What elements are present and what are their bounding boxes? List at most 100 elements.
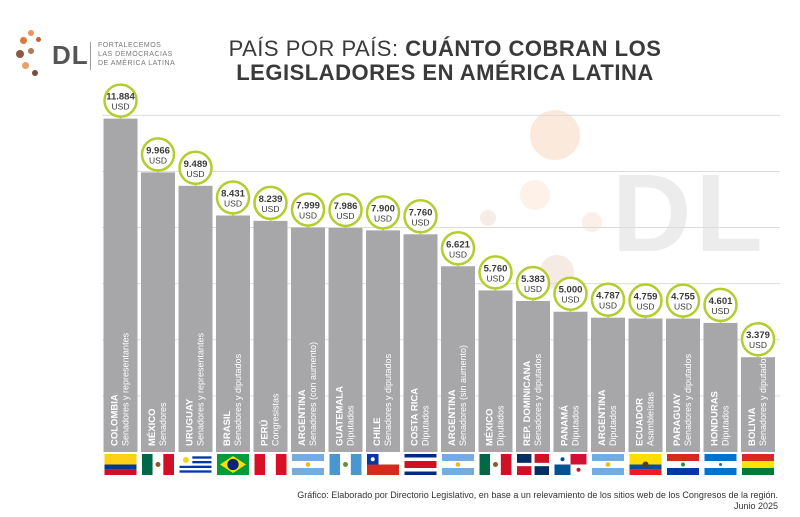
- bar: [441, 266, 475, 452]
- flag-stripe: [534, 454, 549, 463]
- logo-tagline-1: FORTALECEMOS: [98, 42, 162, 49]
- bar-country-label: ARGENTINA: [297, 389, 308, 446]
- value-label: 11.884: [106, 92, 135, 103]
- flag-stripe: [292, 454, 324, 461]
- value-unit: USD: [599, 301, 617, 311]
- bar-chamber-label: Senadores y diputados: [533, 353, 543, 446]
- flag-stripe: [667, 454, 699, 461]
- bar: [703, 322, 738, 452]
- bar: [591, 317, 625, 452]
- value-label: 5.760: [484, 263, 508, 274]
- bar: [741, 357, 775, 452]
- value-unit: USD: [299, 211, 317, 221]
- value-unit: USD: [112, 102, 130, 112]
- argentina-flag-icon: [442, 454, 474, 475]
- bar: [253, 220, 288, 452]
- flag-emblem: [681, 462, 685, 467]
- flag-emblem: [719, 463, 722, 466]
- flag-stripe: [404, 461, 437, 468]
- flag-stripe: [329, 454, 341, 475]
- value-unit: USD: [224, 198, 242, 208]
- value-unit: USD: [262, 204, 280, 214]
- bar-chamber-label: Senadores: [158, 402, 168, 446]
- bar-country-label: REP. DOMINICANA: [522, 361, 533, 446]
- costarica-flag-icon: [404, 454, 437, 475]
- bar-chamber-label: Diputados: [421, 405, 431, 446]
- colombia-flag-icon: [104, 454, 137, 475]
- bar: [478, 290, 513, 452]
- value-label: 4.601: [709, 296, 733, 307]
- value-callout: [553, 276, 588, 311]
- bar-chamber-label: Senadores y diputados: [683, 353, 693, 446]
- flag-stripe: [104, 454, 137, 465]
- value-callout: [290, 192, 326, 227]
- value-unit: USD: [749, 340, 767, 350]
- bar-country-label: MÉXICO: [147, 409, 158, 446]
- bar-chamber-label: Senadores y representantes: [121, 332, 131, 446]
- bar-country-label: PERÚ: [259, 419, 271, 446]
- flag-stripe: [742, 468, 774, 475]
- flag-stripe: [179, 470, 212, 473]
- background-dot: [480, 210, 496, 226]
- flag-stripe: [292, 468, 324, 475]
- logo-dot: [20, 37, 27, 44]
- bar: [403, 234, 438, 452]
- flag-emblem: [227, 458, 239, 471]
- flag-emblem: [605, 462, 611, 467]
- bar: [666, 318, 700, 452]
- flag-stripe: [179, 461, 212, 464]
- logo-dot: [28, 48, 34, 54]
- bar-country-label: ARGENTINA: [597, 389, 608, 446]
- flag-stripe: [142, 454, 153, 475]
- flag-stripe: [517, 454, 532, 463]
- bar: [628, 318, 663, 452]
- value-callout: [215, 180, 251, 215]
- bar-country-label: BOLIVIA: [747, 407, 758, 446]
- bar-country-label: MÉXICO: [485, 409, 496, 446]
- ecuador-flag-icon: [629, 454, 662, 475]
- value-label: 4.755: [671, 292, 695, 303]
- value-unit: USD: [187, 169, 205, 179]
- value-label: 7.900: [371, 203, 395, 214]
- value-label: 7.986: [334, 201, 358, 212]
- flag-stripe: [704, 454, 737, 461]
- value-label: 8.239: [259, 194, 283, 205]
- source-note: Gráfico: Elaborado por Directorio Legisl…: [297, 490, 778, 512]
- value-callout: [665, 283, 701, 318]
- bar: [553, 311, 588, 452]
- bar-chamber-label: Congresistas: [271, 393, 281, 446]
- flag-emblem: [455, 462, 461, 467]
- watermark: DL: [612, 152, 767, 275]
- flag-stripe: [629, 469, 662, 475]
- paraguay-flag-icon: [667, 454, 699, 475]
- logo-dot: [32, 70, 38, 76]
- value-callout: [590, 282, 626, 317]
- flag-emblem: [343, 462, 348, 467]
- value-callout: [628, 283, 663, 318]
- bar-chamber-label: Senadores (sin aumento): [458, 345, 468, 446]
- flag-stripe: [534, 466, 549, 475]
- value-callout: [478, 255, 513, 290]
- value-callout: [440, 231, 476, 266]
- bar-country-label: CHILE: [372, 418, 383, 447]
- bar-country-label: ARGENTINA: [447, 389, 458, 446]
- value-callout: [103, 83, 138, 118]
- flag-stripe: [163, 454, 174, 475]
- title-light: PAÍS POR PAÍS:: [228, 36, 406, 61]
- source-text: Gráfico: Elaborado por Directorio Legisl…: [297, 490, 778, 500]
- flag-stripe: [592, 468, 624, 475]
- bar: [291, 227, 325, 452]
- logo-dot: [16, 50, 24, 58]
- logo-tagline-3: DE AMÉRICA LATINA: [98, 60, 176, 67]
- flag-stripe: [517, 466, 532, 475]
- flag-stripe: [265, 454, 276, 475]
- flag-stripe: [592, 454, 624, 461]
- value-unit: USD: [487, 273, 505, 283]
- flag-emblem: [493, 462, 498, 467]
- bar-chamber-label: Senadores (con aumento): [308, 342, 318, 446]
- bar-country-label: COLOMBIA: [110, 394, 121, 446]
- value-callout: [703, 287, 738, 323]
- background-dot: [582, 212, 602, 232]
- flag-stripe: [704, 468, 737, 475]
